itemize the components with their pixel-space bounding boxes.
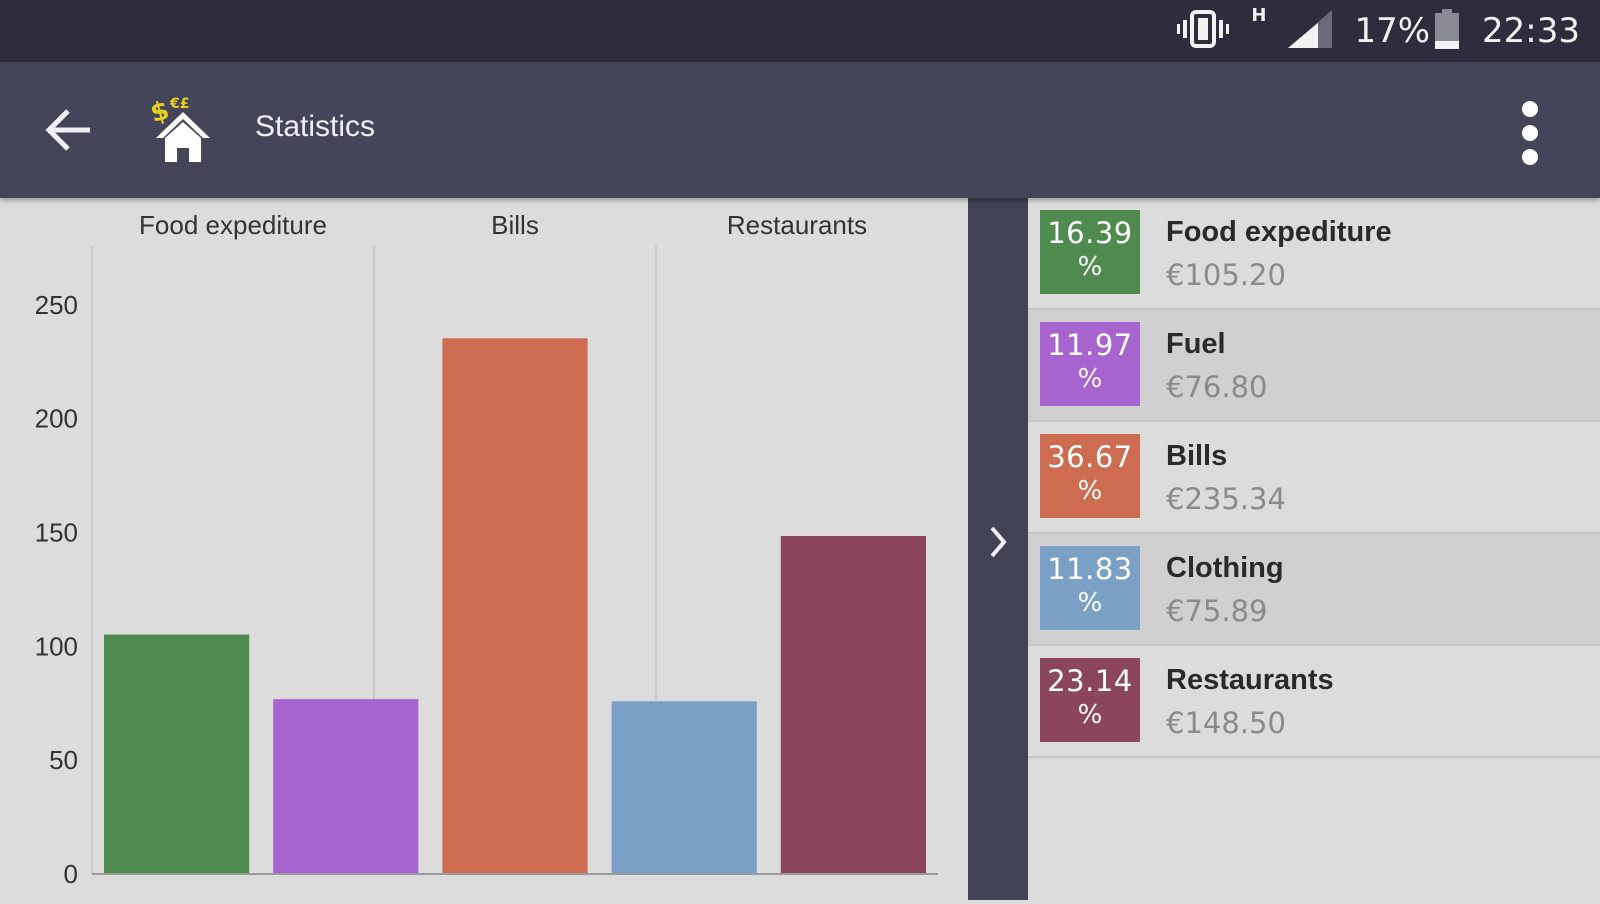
percent-sign: % <box>1077 364 1103 394</box>
category-name: Fuel <box>1166 328 1226 360</box>
percent-badge: 11.97 % <box>1040 322 1140 406</box>
legend-item-food-expediture[interactable]: 16.39 % Food expediture €105.20 <box>1028 198 1600 310</box>
y-tick-label: 100 <box>35 631 78 661</box>
drawer-toggle-button[interactable] <box>968 198 1028 900</box>
vibrate-icon <box>1177 9 1230 53</box>
y-tick-label: 200 <box>35 404 78 434</box>
category-amount: €148.50 <box>1166 706 1286 740</box>
percent-sign: % <box>1077 476 1103 506</box>
legend-item-fuel[interactable]: 11.97 % Fuel €76.80 <box>1028 310 1600 422</box>
chart-bar[interactable] <box>104 634 250 874</box>
legend-item-restaurants[interactable]: 23.14 % Restaurants €148.50 <box>1028 646 1600 758</box>
percent-sign: % <box>1077 588 1103 618</box>
chart-top-label: Food expediture <box>139 210 327 240</box>
signal-icon <box>1288 10 1333 52</box>
chart-bar[interactable] <box>442 338 588 874</box>
chevron-right-icon <box>990 526 1007 558</box>
percent-sign: % <box>1077 252 1103 282</box>
category-name: Restaurants <box>1166 664 1334 696</box>
more-vert-icon <box>1522 101 1538 165</box>
y-tick-label: 250 <box>35 290 78 320</box>
house-money-logo: $ €£ <box>147 88 218 168</box>
category-legend-list: 16.39 % Food expediture €105.20 11.97 % … <box>1028 198 1600 900</box>
category-amount: €76.80 <box>1166 370 1268 404</box>
chart-bar[interactable] <box>611 701 757 874</box>
chart-bar[interactable] <box>780 535 926 874</box>
percent-badge: 16.39 % <box>1040 210 1140 294</box>
legend-item-bills[interactable]: 36.67 % Bills €235.34 <box>1028 422 1600 534</box>
percent-badge: 36.67 % <box>1040 434 1140 518</box>
chart-top-label: Bills <box>491 210 539 240</box>
percent-badge: 11.83 % <box>1040 546 1140 630</box>
clock-time: 22:33 <box>1482 11 1580 51</box>
chart-panel: Food expediture Bills Restaurants 0 50 100 150… <box>0 198 968 900</box>
battery-icon <box>1434 9 1460 53</box>
y-tick-label: 50 <box>49 745 78 775</box>
bar-chart: Food expediture Bills Restaurants 0 50 100 150… <box>35 210 938 889</box>
back-arrow-icon <box>45 109 90 151</box>
y-tick-label: 0 <box>64 859 78 889</box>
app-bar: $ €£ Statistics <box>0 62 1600 198</box>
chart-top-label: Restaurants <box>727 210 867 240</box>
status-bar: H 17% 22:33 <box>0 0 1600 62</box>
category-name: Clothing <box>1166 552 1284 584</box>
svg-text:$: $ <box>148 95 172 129</box>
percent-value: 11.83 <box>1047 552 1133 586</box>
status-icons: H 17% 22:33 <box>1177 0 1580 62</box>
chart-bar[interactable] <box>273 699 419 874</box>
svg-text:€£: €£ <box>169 96 189 112</box>
legend-item-clothing[interactable]: 11.83 % Clothing €75.89 <box>1028 534 1600 646</box>
category-amount: €235.34 <box>1166 482 1286 516</box>
back-button[interactable] <box>44 108 94 152</box>
network-type-indicator: H <box>1251 4 1267 26</box>
category-name: Bills <box>1166 440 1228 472</box>
battery-percent: 17% <box>1354 11 1431 51</box>
percent-sign: % <box>1077 700 1103 730</box>
y-tick-label: 150 <box>35 518 78 548</box>
page-title: Statistics <box>255 110 376 143</box>
percent-value: 36.67 <box>1047 440 1133 474</box>
category-amount: €75.89 <box>1166 594 1268 628</box>
category-amount: €105.20 <box>1166 258 1286 292</box>
percent-badge: 23.14 % <box>1040 658 1140 742</box>
percent-value: 23.14 <box>1047 664 1133 698</box>
percent-value: 16.39 <box>1047 216 1133 250</box>
overflow-menu-button[interactable] <box>1510 100 1550 166</box>
category-name: Food expediture <box>1166 216 1392 248</box>
percent-value: 11.97 <box>1047 328 1133 362</box>
